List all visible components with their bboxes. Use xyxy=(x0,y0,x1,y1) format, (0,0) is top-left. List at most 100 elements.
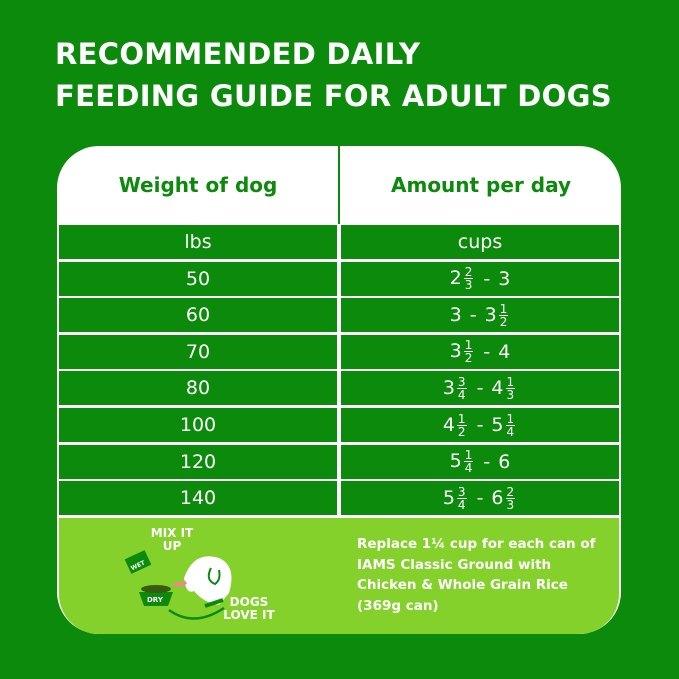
dry-label: DRY xyxy=(147,596,164,604)
feeding-table-card: Weight of dog Amount per day lbs cups 50 2 2… xyxy=(57,146,621,634)
title-line-2: FEEDING GUIDE FOR ADULT DOGS xyxy=(55,79,612,113)
numerator: 1 xyxy=(498,301,509,316)
denominator: 4 xyxy=(457,387,466,402)
numerator: 3 xyxy=(456,484,467,499)
unit-amount: cups xyxy=(341,225,619,259)
weight-cell: 80 xyxy=(59,371,337,406)
unit-weight: lbs xyxy=(59,225,337,259)
numerator: 1 xyxy=(505,411,516,426)
whole: 5 xyxy=(491,413,504,436)
range-separator: - xyxy=(469,304,477,327)
denominator: 3 xyxy=(464,278,473,293)
table-header: Weight of dog Amount per day xyxy=(57,146,621,224)
numerator: 1 xyxy=(463,448,474,463)
amount-value: 4 xyxy=(498,341,510,363)
whole: 3 xyxy=(442,376,455,399)
mix-it-up-label: MIX IT UP xyxy=(150,526,194,553)
numerator: 2 xyxy=(505,484,516,499)
replacement-note: Replace 1¼ cup for each can of IAMS Clas… xyxy=(357,536,596,614)
whole: 4 xyxy=(498,340,511,363)
range-separator: - xyxy=(476,414,484,436)
numerator: 1 xyxy=(456,411,467,426)
numerator: 3 xyxy=(456,374,467,389)
numerator: 1 xyxy=(505,374,516,389)
dogs-love-it-label: DOGS LOVE IT xyxy=(223,595,275,622)
denominator: 4 xyxy=(464,461,473,476)
amount-value: 3 xyxy=(498,268,510,290)
denominator: 2 xyxy=(464,351,473,366)
mix-illustration: WET DRY MIX IT UP DOGS LOVE IT xyxy=(119,526,289,626)
denominator: 3 xyxy=(506,387,515,402)
whole: 3 xyxy=(449,304,462,327)
whole: 6 xyxy=(498,450,511,473)
table-row: 140 5 3 4-6 2 3 xyxy=(59,481,619,516)
header-weight: Weight of dog xyxy=(118,173,278,197)
denominator: 4 xyxy=(506,424,515,439)
units-row: lbs cups xyxy=(59,225,619,259)
table-row: 60 3-3 1 2 xyxy=(59,298,619,333)
denominator: 2 xyxy=(457,424,466,439)
whole: 5 xyxy=(449,450,462,473)
wet-pack-icon xyxy=(124,550,152,574)
whole: 6 xyxy=(491,486,504,509)
range-separator: - xyxy=(476,377,484,400)
table-row: 50 2 2 3-3 xyxy=(59,261,619,296)
whole: 2 xyxy=(449,267,462,290)
whole: 5 xyxy=(442,486,455,509)
range-separator: - xyxy=(483,340,491,363)
dog-bowl-icon: WET DRY xyxy=(124,550,232,620)
weight-cell: 140 xyxy=(59,481,337,516)
whole: 4 xyxy=(491,376,504,399)
amount-value: 3 xyxy=(450,304,462,326)
header-amount: Amount per day xyxy=(391,173,571,197)
denominator: 3 xyxy=(506,497,515,512)
whole: 3 xyxy=(449,340,462,363)
range-separator: - xyxy=(483,267,491,290)
title-line-1: RECOMMENDED DAILY xyxy=(55,37,421,71)
weight-cell: 50 xyxy=(59,261,337,296)
amount-value: 6 xyxy=(498,451,510,473)
bowl-icon xyxy=(139,592,173,606)
arrow-icon xyxy=(168,606,225,620)
table-row: 120 5 1 4-6 xyxy=(59,444,619,479)
weight-cell: 70 xyxy=(59,334,337,369)
weight-cell: 60 xyxy=(59,298,337,333)
whole: 3 xyxy=(484,303,497,326)
weight-cell: 120 xyxy=(59,444,337,479)
table-row: 70 3 1 2-4 xyxy=(59,334,619,369)
whole: 3 xyxy=(498,267,511,290)
range-separator: - xyxy=(483,450,491,473)
page-title: RECOMMENDED DAILY FEEDING GUIDE FOR ADUL… xyxy=(55,33,612,117)
denominator: 4 xyxy=(457,497,466,512)
table-row: 100 4 1 2-5 1 4 xyxy=(59,408,619,442)
mix-footer: WET DRY MIX IT UP DOGS LOVE IT Replace 1… xyxy=(59,518,619,634)
whole: 4 xyxy=(442,413,455,436)
header-divider xyxy=(338,146,340,224)
table-row: 80 3 3 4-4 1 3 xyxy=(59,371,619,406)
